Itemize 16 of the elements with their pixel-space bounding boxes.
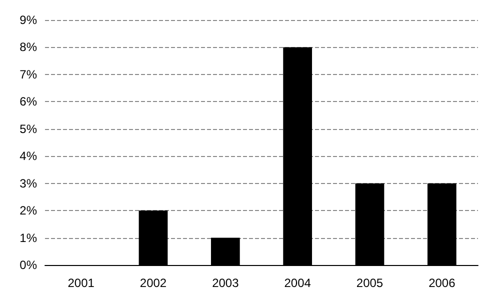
x-tick-label: 2001 (68, 276, 95, 290)
y-tick-label: 8% (20, 40, 38, 54)
y-tick-label: 5% (20, 122, 38, 136)
y-tick-label: 9% (20, 13, 38, 27)
y-tick-label: 4% (20, 149, 38, 164)
x-tick-label: 2003 (212, 276, 240, 290)
y-tick-label: 6% (20, 94, 38, 109)
x-tick-label: 2005 (356, 276, 384, 290)
x-tick-label: 2002 (140, 276, 167, 290)
y-tick-label: 7% (20, 67, 38, 82)
x-tick-label: 2004 (284, 276, 312, 290)
y-tick-label: 3% (20, 176, 38, 190)
y-tick-label: 0% (20, 258, 38, 272)
y-tick-label: 2% (20, 204, 38, 218)
y-tick-label: 1% (20, 230, 38, 245)
x-tick-label: 2006 (428, 276, 456, 290)
